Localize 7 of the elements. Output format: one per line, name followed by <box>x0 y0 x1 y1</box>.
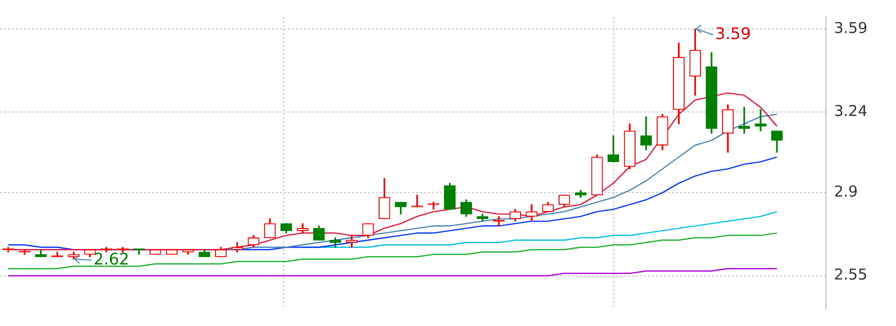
y-tick-label: 3.24 <box>834 102 868 120</box>
candlestick <box>754 109 766 132</box>
y-tick-label: 3.59 <box>834 18 868 37</box>
y-tick-label: 2.9 <box>834 182 858 201</box>
annotation: 2.62 <box>94 249 130 268</box>
annotation: 3.59 <box>715 24 751 44</box>
y-tick-label: 2.55 <box>834 266 868 284</box>
